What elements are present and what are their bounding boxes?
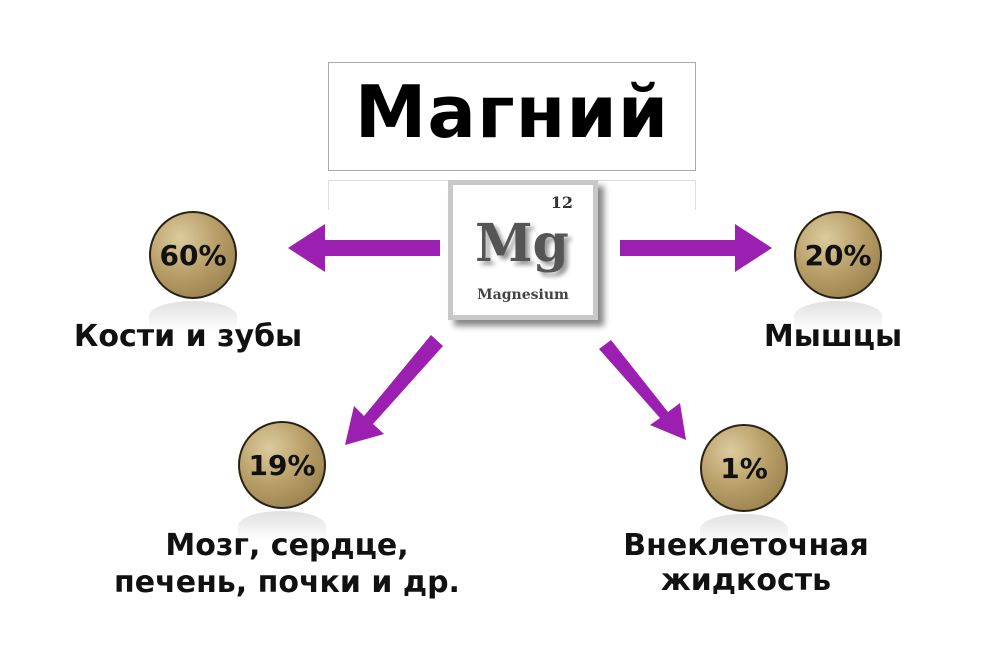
label-muscles: Мышцы (763, 319, 903, 354)
percent-coin-muscles: 20% (794, 211, 882, 299)
label-extracellular-line2: жидкость (660, 563, 832, 598)
coin-reflection (149, 301, 237, 331)
element-name: Magnesium (477, 287, 569, 303)
percent-coin-organs: 19% (238, 421, 326, 509)
arrow-down-left (345, 335, 443, 445)
label-bones: Кости и зубы (73, 319, 303, 354)
coin-reflection (794, 301, 882, 331)
percent-value: 19% (248, 448, 316, 482)
element-tile: 12 Mg Magnesium (448, 180, 598, 320)
arrow-left (288, 224, 440, 272)
percent-value: 1% (720, 451, 768, 485)
arrow-down-right (599, 340, 686, 440)
element-symbol: Mg (475, 213, 569, 274)
label-organs-line2: печень, почки и др. (114, 565, 460, 600)
coin-reflection (238, 511, 326, 541)
coin-reflection (700, 514, 788, 544)
label-organs-line1: Мозг, сердце, (165, 528, 409, 563)
percent-coin-bones: 60% (149, 211, 237, 299)
title-box: Магний (328, 62, 696, 171)
arrow-right (620, 224, 772, 272)
percent-value: 20% (804, 238, 872, 272)
atomic-number: 12 (550, 193, 573, 212)
percent-value: 60% (159, 238, 227, 272)
percent-coin-extracellular: 1% (700, 424, 788, 512)
page-title: Магний (354, 69, 670, 154)
label-extracellular-line1: Внеклеточная (623, 528, 869, 563)
